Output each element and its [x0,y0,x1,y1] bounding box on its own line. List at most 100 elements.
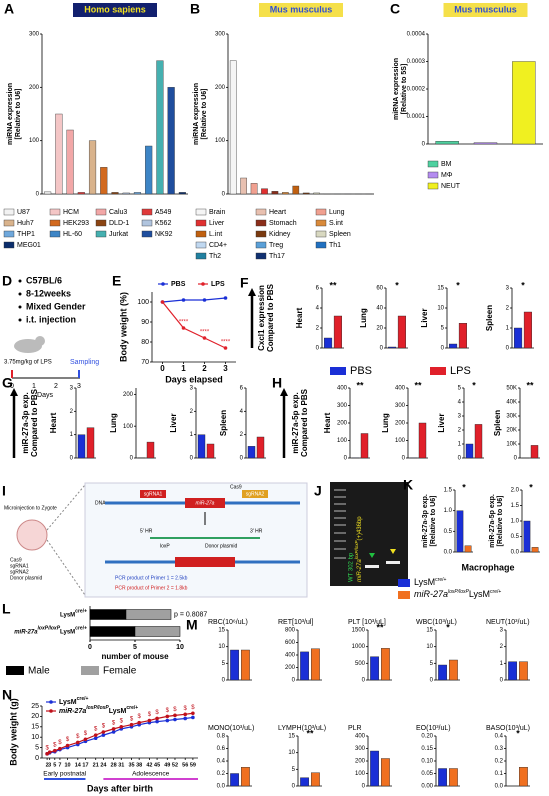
bar [206,443,215,459]
category-label-part: cre/+ [75,609,87,615]
legend-label-part: cre/+ [490,589,501,595]
legend-label-part: miR-27a [59,708,86,715]
bar [145,145,153,195]
annotation: $ [120,718,124,724]
y-tick-label: 300 [395,403,406,409]
x-tick-label: 0 [88,644,92,651]
bar [88,140,97,195]
point [147,718,152,723]
mouse-head [35,336,45,346]
y-axis-label: miR-27a-3p exp. [21,392,30,453]
point [155,719,159,724]
legend-label: PBS [350,365,372,377]
y-tick-label: 0 [500,678,504,684]
chart-title: RBC(10⁶/uL) [208,619,248,626]
point [183,716,188,721]
legend-label: Kidney [269,231,291,238]
category-label: miR-27aloxP/loxPLysMcre/+ [14,626,87,635]
y-tick-label: 400 [337,386,348,392]
y-tick-label: 800 [285,628,296,634]
point [165,714,170,719]
y-tick-label: 0.0 [511,550,520,556]
donor: Donor plasmid [205,543,237,549]
y-tick-label: 0.6 [217,746,226,752]
chart-title: Heart [49,412,58,433]
x-tick-label: 14 [75,762,82,768]
lane-part: (+)436bp [357,516,363,541]
y-tick-label: 1 [500,661,504,667]
annotation: $ [112,720,116,726]
y-tick-label: 4 [458,400,462,406]
y-tick-label: 0 [36,192,40,198]
annotation: * [521,280,525,290]
lane-label: WT 302 bp [349,552,355,582]
bar-segment [89,609,127,620]
point [52,748,57,753]
point [45,752,49,756]
y-tick-label: 90 [141,319,149,326]
panel-label: H [272,375,282,391]
y-tick-label: 20K [506,428,517,434]
item: Mixed Gender [26,301,86,311]
y-tick-label: 0.20 [421,734,433,740]
legend-swatch [49,219,61,227]
legend-label: NEUT [441,183,461,190]
point [129,722,134,727]
y-tick-label: 0.0 [217,784,226,790]
category-label-part: loxP/loxP [38,626,61,632]
y-tick-label: 10 [426,644,433,650]
y-tick-label: 2 [240,432,244,438]
chart-title: BASO(10³/uL) [486,725,530,732]
legend-swatch [81,666,99,675]
y-axis-label: miR-27a-5p exp. [291,392,300,453]
bar [397,315,407,349]
annotation: ** [329,280,337,290]
legend-label: Stomach [269,220,297,227]
bar [156,60,164,195]
legend-label: LysMcre/+ [414,577,447,587]
legend-label: NK92 [155,231,173,238]
y-tick-label: 5 [441,326,445,332]
annotation: **** [179,320,189,326]
legend-swatch [195,230,207,238]
legend-swatch [330,367,346,375]
annotation: $ [94,727,98,733]
point [223,296,228,300]
y-tick-label: 0 [458,456,462,462]
point [119,725,124,729]
bullet [18,318,22,322]
y-tick-label: 200 [337,421,348,427]
annotation: * [446,622,450,632]
chart-title: EO(10³/uL) [416,725,451,732]
y-tick-label: 400 [395,386,406,392]
legend-swatch [141,219,153,227]
legend-swatch [195,252,207,260]
y-tick-label: 2 [316,326,320,332]
y-axis-label: [Relative to U6] [15,89,22,140]
gene [185,498,225,508]
legend-label: Lung [329,209,345,216]
y-tick-label: 200 [355,759,366,765]
band [386,561,400,564]
bar [229,60,237,195]
bar [240,649,250,681]
y-tick-label: 0 [292,784,296,790]
y-tick-label: 0.5 [444,529,453,535]
y-axis-label: Compared to PBS [300,388,309,457]
legend-label: S.int [329,220,343,227]
legend-label: miR-27aloxP/loxPLysMcre/+ [59,705,138,715]
legend-swatch [315,219,327,227]
chart-title: NEUT(10³/uL) [486,619,530,626]
y-tick-label: 30K [506,414,517,420]
chart-title: Liver [169,413,178,432]
bar [240,767,250,787]
panel-label: K [403,477,413,493]
y-tick-label: 3 [500,628,504,634]
chart-title: Spleen [493,410,502,436]
panel-j: J WT 302 bp miR-27aloxP/loxP(+)436bp [314,482,408,586]
y-tick-label: 100 [123,424,134,430]
point [111,727,116,731]
legend-label: THP1 [17,231,35,238]
annotation: * [516,728,520,738]
y-tick-label: 2 [70,409,74,415]
